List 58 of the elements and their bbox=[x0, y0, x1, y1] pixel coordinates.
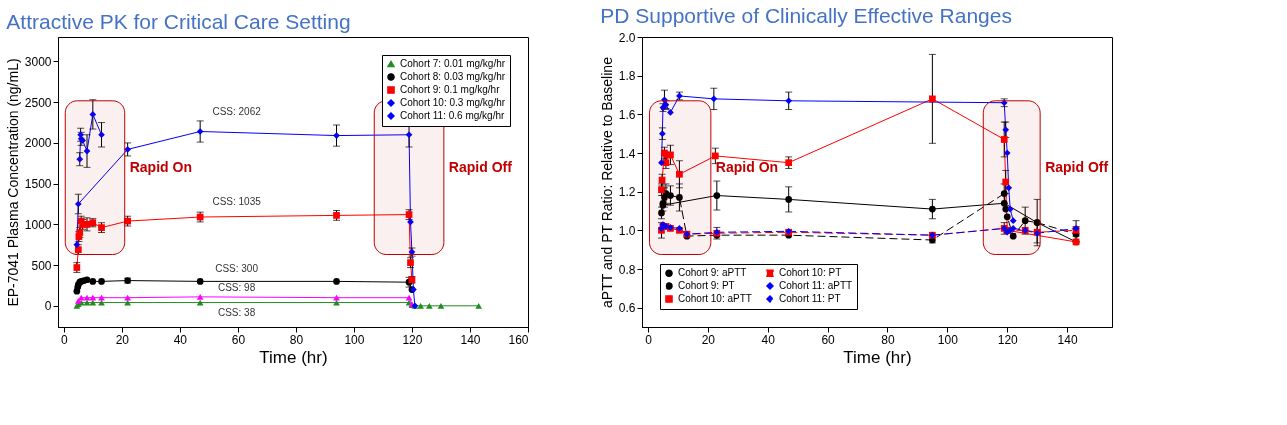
legend-label: Cohort 9: PT bbox=[678, 280, 735, 291]
x-tick-label: 140 bbox=[460, 332, 481, 347]
x-tick-label: 20 bbox=[701, 332, 716, 347]
band-label: Rapid Off bbox=[448, 158, 513, 175]
x-tick-label: 0 bbox=[60, 332, 68, 347]
x-tick-label: 80 bbox=[289, 332, 304, 347]
x-axis-title: Time (hr) bbox=[843, 347, 912, 367]
x-axis-title: Time (hr) bbox=[259, 347, 328, 367]
band-label: Rapid On bbox=[129, 158, 192, 175]
annotation: CSS: 300 bbox=[215, 263, 259, 274]
legend-label: Cohort 11: PT bbox=[779, 293, 841, 304]
annotation: CSS: 1035 bbox=[212, 196, 262, 208]
x-tick-label: 160 bbox=[508, 332, 529, 347]
x-tick-label: 100 bbox=[937, 332, 959, 347]
legend-label: Cohort 8: 0.03 mg/kg/hr bbox=[400, 71, 506, 82]
legend-label: Cohort 9: 0.1 mg/kg/hr bbox=[400, 84, 501, 95]
x-tick-label: 0 bbox=[645, 332, 653, 347]
y-tick-label: 2500 bbox=[24, 95, 52, 110]
y-tick-label: 1.4 bbox=[618, 146, 636, 161]
legend-label: Cohort 10: 0.3 mg/kg/hr bbox=[400, 97, 506, 108]
y-axis-title: EP-7041 Plasma Concentration (ng/mL) bbox=[4, 58, 21, 307]
annotation: CSS: 98 bbox=[217, 281, 256, 293]
x-tick-label: 120 bbox=[402, 332, 423, 347]
x-tick-label: 140 bbox=[1057, 332, 1078, 347]
x-tick-label: 100 bbox=[344, 332, 365, 347]
chart-title: Attractive PK for Critical Care Setting bbox=[6, 10, 351, 33]
band-label: Rapid On bbox=[715, 158, 779, 175]
x-tick-label: 60 bbox=[821, 332, 836, 347]
y-tick-label: 0.6 bbox=[618, 301, 636, 316]
legend-label: Cohort 9: aPTT bbox=[678, 267, 747, 279]
y-tick-label: 1.6 bbox=[618, 107, 636, 122]
y-tick-label: 1.0 bbox=[618, 223, 636, 238]
y-tick-label: 500 bbox=[31, 258, 52, 273]
band-label: Rapid Off bbox=[1045, 158, 1109, 175]
y-axis-title: aPTT and PT Ratio: Relative to Baseline bbox=[598, 56, 615, 308]
x-tick-label: 80 bbox=[881, 332, 895, 347]
chart-title: PD Supportive of Clinically Effective Ranges bbox=[600, 4, 1012, 27]
legend-label: Cohort 10: PT bbox=[779, 267, 842, 279]
y-tick-label: 0 bbox=[44, 299, 52, 314]
y-tick-label: 2.0 bbox=[618, 30, 636, 45]
annotation: CSS: 38 bbox=[217, 306, 256, 318]
y-tick-label: 1500 bbox=[24, 177, 52, 192]
annotation: CSS: 2062 bbox=[212, 106, 262, 118]
y-tick-label: 1.8 bbox=[618, 69, 636, 84]
legend-label: Cohort 11: aPTT bbox=[779, 280, 853, 291]
y-tick-label: 1.2 bbox=[618, 185, 636, 200]
y-tick-label: 1000 bbox=[24, 217, 52, 232]
y-tick-label: 2000 bbox=[24, 136, 52, 151]
x-tick-label: 120 bbox=[997, 332, 1019, 347]
legend-label: Cohort 7: 0.01 mg/kg/hr bbox=[400, 58, 506, 69]
x-tick-label: 60 bbox=[231, 332, 246, 347]
x-tick-label: 20 bbox=[115, 332, 130, 347]
y-tick-label: 0.8 bbox=[618, 262, 636, 277]
y-tick-label: 3000 bbox=[24, 54, 52, 69]
x-tick-label: 40 bbox=[173, 332, 188, 347]
legend-label: Cohort 10: aPTT bbox=[678, 293, 752, 304]
x-tick-label: 40 bbox=[761, 332, 776, 347]
legend-label: Cohort 11: 0.6 mg/kg/hr bbox=[400, 110, 505, 121]
